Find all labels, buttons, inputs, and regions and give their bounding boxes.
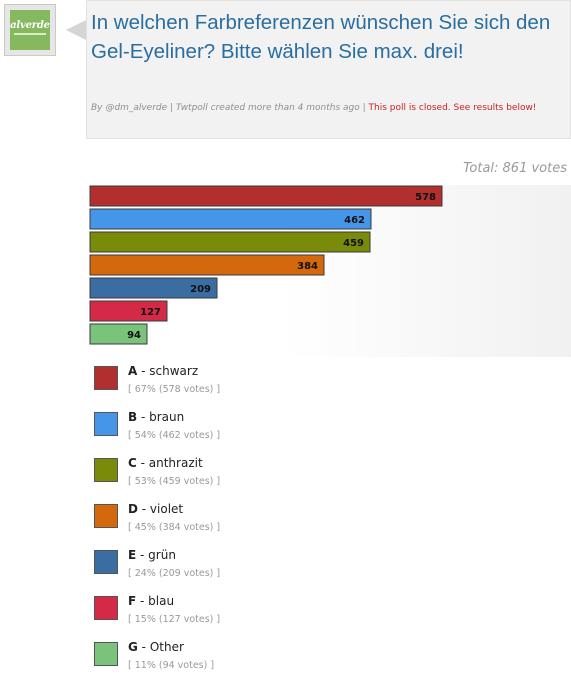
avatar-frame: alverde xyxy=(4,4,56,56)
legend-swatch xyxy=(94,550,118,574)
alverde-logo: alverde xyxy=(10,20,50,31)
bar-value-label: 384 xyxy=(297,261,318,272)
option-text: - violet xyxy=(137,502,184,516)
option-letter: C xyxy=(128,456,137,470)
poll-header: In welchen Farbreferenzen wünschen Sie s… xyxy=(86,0,571,139)
option-vote-stats: [ 54% (462 votes) ] xyxy=(128,430,221,441)
legend-item: B - braun [ 54% (462 votes) ] xyxy=(94,410,564,452)
option-letter: G xyxy=(128,640,138,654)
bar-d xyxy=(89,254,325,276)
option-vote-stats: [ 45% (384 votes) ] xyxy=(128,522,221,533)
bar-value-label: 127 xyxy=(140,307,161,318)
legend-option-label: G - Other xyxy=(128,640,184,654)
legend-option-label: E - grün xyxy=(128,548,176,562)
option-vote-stats: [ 11% (94 votes) ] xyxy=(128,660,215,671)
option-text: - schwarz xyxy=(137,364,199,378)
legend-item: D - violet [ 45% (384 votes) ] xyxy=(94,502,564,544)
bar-value-label: 209 xyxy=(190,284,211,295)
legend-item: C - anthrazit [ 53% (459 votes) ] xyxy=(94,456,564,498)
legend-option-label: C - anthrazit xyxy=(128,456,203,470)
legend-item: E - grün [ 24% (209 votes) ] xyxy=(94,548,564,590)
legend-option-label: F - blau xyxy=(128,594,174,608)
avatar[interactable]: alverde xyxy=(10,10,50,50)
poll-closed-notice: This poll is closed. See results below! xyxy=(368,103,537,113)
poll-byline: By @dm_alverde | Twtpoll created more th… xyxy=(91,103,369,113)
option-letter: E xyxy=(128,548,137,562)
bar-value-label: 94 xyxy=(127,330,141,341)
legend-option-label: B - braun xyxy=(128,410,184,424)
legend-swatch xyxy=(94,412,118,436)
option-letter: F xyxy=(128,594,137,608)
legend-swatch xyxy=(94,458,118,482)
option-letter: B xyxy=(128,410,138,424)
logo-underline xyxy=(14,33,46,35)
option-text: - Other xyxy=(137,640,184,654)
option-text: - anthrazit xyxy=(136,456,203,470)
bar-value-label: 459 xyxy=(343,238,364,249)
bar-a xyxy=(89,185,443,207)
bar-g xyxy=(89,323,148,345)
option-vote-stats: [ 67% (578 votes) ] xyxy=(128,384,221,395)
legend-item: G - Other [ 11% (94 votes) ] xyxy=(94,640,564,682)
legend-option-label: A - schwarz xyxy=(128,364,198,378)
bar-value-label: 462 xyxy=(344,215,365,226)
poll-question: In welchen Farbreferenzen wünschen Sie s… xyxy=(91,11,551,63)
option-vote-stats: [ 15% (127 votes) ] xyxy=(128,614,221,625)
poll-meta: By @dm_alverde | Twtpoll created more th… xyxy=(91,102,567,114)
option-vote-stats: [ 53% (459 votes) ] xyxy=(128,476,221,487)
legend-swatch xyxy=(94,596,118,620)
legend-item: F - blau [ 15% (127 votes) ] xyxy=(94,594,564,636)
option-text: - grün xyxy=(136,548,176,562)
option-vote-stats: [ 24% (209 votes) ] xyxy=(128,568,221,579)
option-letter: A xyxy=(128,364,138,378)
legend-swatch xyxy=(94,642,118,666)
speech-pointer-icon xyxy=(66,20,86,40)
legend-swatch xyxy=(94,366,118,390)
legend-swatch xyxy=(94,504,118,528)
option-text: - blau xyxy=(136,594,175,608)
bar-e xyxy=(89,277,218,299)
total-votes: Total: 861 votes xyxy=(463,161,567,176)
bar-value-label: 578 xyxy=(415,192,436,203)
option-text: - braun xyxy=(137,410,185,424)
legend-item: A - schwarz [ 67% (578 votes) ] xyxy=(94,364,564,406)
bar-b xyxy=(89,208,372,230)
bar-c xyxy=(89,231,371,253)
legend-option-label: D - violet xyxy=(128,502,183,516)
option-letter: D xyxy=(128,502,138,516)
bar-f xyxy=(89,300,168,322)
